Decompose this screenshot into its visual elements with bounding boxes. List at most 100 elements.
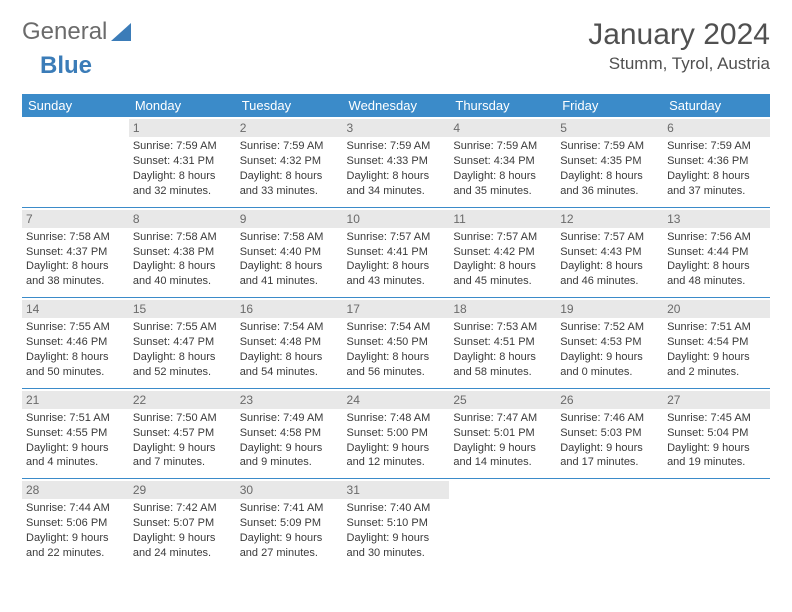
day-number: 6 bbox=[663, 119, 770, 137]
daylight: Daylight: 9 hours and 17 minutes. bbox=[560, 441, 659, 471]
day-number: 20 bbox=[663, 300, 770, 318]
sunset: Sunset: 5:04 PM bbox=[667, 426, 766, 441]
day-details: Sunrise: 7:44 AMSunset: 5:06 PMDaylight:… bbox=[26, 501, 125, 560]
sunset: Sunset: 4:41 PM bbox=[347, 245, 446, 260]
header-saturday: Saturday bbox=[663, 94, 770, 117]
sunrise: Sunrise: 7:40 AM bbox=[347, 501, 446, 516]
calendar-cell: 9 Sunrise: 7:58 AMSunset: 4:40 PMDaylight… bbox=[236, 207, 343, 298]
sunset: Sunset: 5:06 PM bbox=[26, 516, 125, 531]
calendar-cell: 23Sunrise: 7:49 AMSunset: 4:58 PMDayligh… bbox=[236, 388, 343, 479]
day-number: 25 bbox=[449, 391, 556, 409]
daylight: Daylight: 8 hours and 43 minutes. bbox=[347, 259, 446, 289]
day-details: Sunrise: 7:40 AMSunset: 5:10 PMDaylight:… bbox=[347, 501, 446, 560]
daylight: Daylight: 9 hours and 12 minutes. bbox=[347, 441, 446, 471]
sunset: Sunset: 5:09 PM bbox=[240, 516, 339, 531]
sunset: Sunset: 4:35 PM bbox=[560, 154, 659, 169]
sunrise: Sunrise: 7:49 AM bbox=[240, 411, 339, 426]
header-sunday: Sunday bbox=[22, 94, 129, 117]
day-details: Sunrise: 7:45 AMSunset: 5:04 PMDaylight:… bbox=[667, 411, 766, 470]
sunrise: Sunrise: 7:59 AM bbox=[133, 139, 232, 154]
sunset: Sunset: 4:44 PM bbox=[667, 245, 766, 260]
calendar-cell: 22Sunrise: 7:50 AMSunset: 4:57 PMDayligh… bbox=[129, 388, 236, 479]
calendar-cell: 25Sunrise: 7:47 AMSunset: 5:01 PMDayligh… bbox=[449, 388, 556, 479]
logo-triangle-icon bbox=[111, 23, 131, 41]
calendar-cell: 13Sunrise: 7:56 AMSunset: 4:44 PMDayligh… bbox=[663, 207, 770, 298]
day-header-row: Sunday Monday Tuesday Wednesday Thursday… bbox=[22, 94, 770, 117]
daylight: Daylight: 9 hours and 0 minutes. bbox=[560, 350, 659, 380]
calendar-cell: 4Sunrise: 7:59 AMSunset: 4:34 PMDaylight… bbox=[449, 117, 556, 207]
sunset: Sunset: 4:33 PM bbox=[347, 154, 446, 169]
sunrise: Sunrise: 7:59 AM bbox=[453, 139, 552, 154]
sunset: Sunset: 4:46 PM bbox=[26, 335, 125, 350]
calendar-cell bbox=[663, 479, 770, 569]
calendar-table: Sunday Monday Tuesday Wednesday Thursday… bbox=[22, 94, 770, 569]
logo: General bbox=[22, 18, 131, 46]
sunrise: Sunrise: 7:58 AM bbox=[133, 230, 232, 245]
sunrise: Sunrise: 7:59 AM bbox=[560, 139, 659, 154]
day-number: 9 bbox=[236, 210, 343, 228]
daylight: Daylight: 9 hours and 24 minutes. bbox=[133, 531, 232, 561]
sunrise: Sunrise: 7:59 AM bbox=[667, 139, 766, 154]
day-details: Sunrise: 7:54 AMSunset: 4:48 PMDaylight:… bbox=[240, 320, 339, 379]
header-friday: Friday bbox=[556, 94, 663, 117]
calendar-row: 14Sunrise: 7:55 AMSunset: 4:46 PMDayligh… bbox=[22, 298, 770, 389]
daylight: Daylight: 8 hours and 32 minutes. bbox=[133, 169, 232, 199]
sunrise: Sunrise: 7:54 AM bbox=[347, 320, 446, 335]
daylight: Daylight: 8 hours and 54 minutes. bbox=[240, 350, 339, 380]
title-block: January 2024 Stumm, Tyrol, Austria bbox=[588, 18, 770, 74]
location: Stumm, Tyrol, Austria bbox=[588, 54, 770, 74]
day-details: Sunrise: 7:57 AMSunset: 4:43 PMDaylight:… bbox=[560, 230, 659, 289]
calendar-cell: 14Sunrise: 7:55 AMSunset: 4:46 PMDayligh… bbox=[22, 298, 129, 389]
calendar-cell: 28Sunrise: 7:44 AMSunset: 5:06 PMDayligh… bbox=[22, 479, 129, 569]
day-number: 17 bbox=[343, 300, 450, 318]
day-details: Sunrise: 7:59 AMSunset: 4:32 PMDaylight:… bbox=[240, 139, 339, 198]
sunset: Sunset: 4:37 PM bbox=[26, 245, 125, 260]
sunset: Sunset: 4:51 PM bbox=[453, 335, 552, 350]
day-details: Sunrise: 7:59 AMSunset: 4:31 PMDaylight:… bbox=[133, 139, 232, 198]
sunset: Sunset: 4:36 PM bbox=[667, 154, 766, 169]
logo-word2: Blue bbox=[40, 52, 92, 80]
sunrise: Sunrise: 7:54 AM bbox=[240, 320, 339, 335]
day-details: Sunrise: 7:41 AMSunset: 5:09 PMDaylight:… bbox=[240, 501, 339, 560]
calendar-cell: 20Sunrise: 7:51 AMSunset: 4:54 PMDayligh… bbox=[663, 298, 770, 389]
day-details: Sunrise: 7:55 AMSunset: 4:47 PMDaylight:… bbox=[133, 320, 232, 379]
sunset: Sunset: 4:40 PM bbox=[240, 245, 339, 260]
sunset: Sunset: 4:57 PM bbox=[133, 426, 232, 441]
day-number: 23 bbox=[236, 391, 343, 409]
sunrise: Sunrise: 7:53 AM bbox=[453, 320, 552, 335]
sunrise: Sunrise: 7:50 AM bbox=[133, 411, 232, 426]
calendar-cell bbox=[449, 479, 556, 569]
header-monday: Monday bbox=[129, 94, 236, 117]
sunrise: Sunrise: 7:47 AM bbox=[453, 411, 552, 426]
logo-word1: General bbox=[22, 18, 107, 46]
daylight: Daylight: 8 hours and 48 minutes. bbox=[667, 259, 766, 289]
calendar-row: 1Sunrise: 7:59 AMSunset: 4:31 PMDaylight… bbox=[22, 117, 770, 207]
daylight: Daylight: 8 hours and 56 minutes. bbox=[347, 350, 446, 380]
day-details: Sunrise: 7:59 AMSunset: 4:35 PMDaylight:… bbox=[560, 139, 659, 198]
calendar-row: 7Sunrise: 7:58 AMSunset: 4:37 PMDaylight… bbox=[22, 207, 770, 298]
daylight: Daylight: 8 hours and 58 minutes. bbox=[453, 350, 552, 380]
calendar-cell: 10Sunrise: 7:57 AMSunset: 4:41 PMDayligh… bbox=[343, 207, 450, 298]
calendar-cell bbox=[556, 479, 663, 569]
daylight: Daylight: 8 hours and 41 minutes. bbox=[240, 259, 339, 289]
day-details: Sunrise: 7:52 AMSunset: 4:53 PMDaylight:… bbox=[560, 320, 659, 379]
daylight: Daylight: 9 hours and 4 minutes. bbox=[26, 441, 125, 471]
day-details: Sunrise: 7:54 AMSunset: 4:50 PMDaylight:… bbox=[347, 320, 446, 379]
sunset: Sunset: 4:31 PM bbox=[133, 154, 232, 169]
sunrise: Sunrise: 7:58 AM bbox=[240, 230, 339, 245]
calendar-cell: 19Sunrise: 7:52 AMSunset: 4:53 PMDayligh… bbox=[556, 298, 663, 389]
sunrise: Sunrise: 7:51 AM bbox=[667, 320, 766, 335]
day-number: 22 bbox=[129, 391, 236, 409]
day-number: 14 bbox=[22, 300, 129, 318]
sunset: Sunset: 4:32 PM bbox=[240, 154, 339, 169]
day-number: 16 bbox=[236, 300, 343, 318]
sunset: Sunset: 4:38 PM bbox=[133, 245, 232, 260]
calendar-cell: 27Sunrise: 7:45 AMSunset: 5:04 PMDayligh… bbox=[663, 388, 770, 479]
sunset: Sunset: 5:10 PM bbox=[347, 516, 446, 531]
daylight: Daylight: 8 hours and 46 minutes. bbox=[560, 259, 659, 289]
daylight: Daylight: 9 hours and 19 minutes. bbox=[667, 441, 766, 471]
sunrise: Sunrise: 7:46 AM bbox=[560, 411, 659, 426]
day-details: Sunrise: 7:42 AMSunset: 5:07 PMDaylight:… bbox=[133, 501, 232, 560]
daylight: Daylight: 8 hours and 50 minutes. bbox=[26, 350, 125, 380]
day-number: 13 bbox=[663, 210, 770, 228]
